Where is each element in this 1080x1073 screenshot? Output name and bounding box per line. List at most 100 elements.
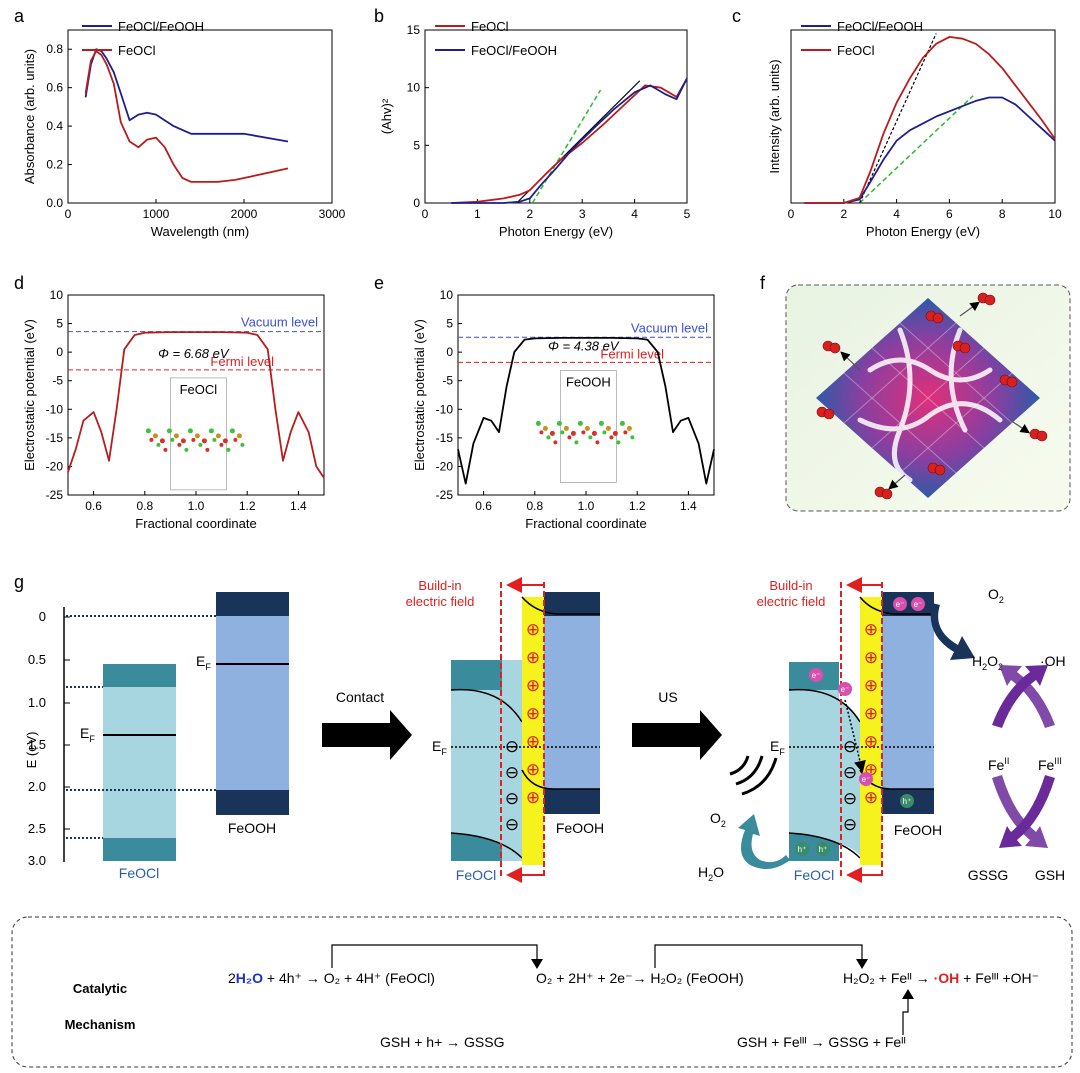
svg-text:h⁺: h⁺ — [819, 845, 828, 854]
y-tick-label: -20 — [436, 459, 454, 473]
y-tick-label: 0.0 — [46, 196, 63, 210]
atom — [630, 435, 635, 440]
atom — [577, 420, 583, 426]
us-arrow — [632, 710, 722, 760]
svg-text:⊖: ⊖ — [505, 737, 519, 756]
svg-text:⊖: ⊖ — [505, 815, 519, 834]
tangent-black — [859, 33, 937, 204]
junction-1: EF Build-in electric field ⊕ ⊕ ⊕ ⊕ ⊕ ⊕ ⊕ ⊖ ⊖… — [406, 577, 604, 883]
series-feocl — [67, 331, 325, 479]
x-tick-label: 1.0 — [188, 499, 205, 513]
contact-arrow — [322, 710, 412, 760]
fe-iii-label: FeIII — [1038, 756, 1062, 773]
svg-text:3.0: 3.0 — [28, 853, 46, 868]
atom — [626, 425, 632, 431]
x-tick-label: 2000 — [231, 207, 258, 221]
x-tick-label: 3000 — [319, 207, 346, 221]
y-axis-label: (Ahv)² — [379, 98, 394, 134]
g-axis-label: E (eV) — [24, 732, 39, 769]
y-tick-label: 0.8 — [46, 42, 63, 56]
series-feooh — [457, 336, 715, 485]
equation-2: O₂ + 2H⁺ + 2e⁻→ H₂O₂ (FeOOH) — [536, 970, 744, 986]
x-tick-label: 1.0 — [578, 499, 595, 513]
panel-letter-b: b — [374, 6, 384, 26]
o2-molecules — [816, 292, 1048, 500]
structure-label: FeOCl — [180, 382, 218, 397]
y-axis-label: Intensity (arb. units) — [767, 59, 782, 173]
chart-e: 0.6 0.8 1.0 1.2 1.4 10 5 0 -5 -10 -15 -20 -25 Fractio… — [412, 288, 715, 531]
y-tick-label: 0.2 — [46, 158, 63, 172]
atom — [219, 442, 224, 447]
svg-text:0: 0 — [39, 609, 46, 624]
x-tick-label: 6 — [946, 207, 953, 221]
x-axis-label: Wavelength (nm) — [151, 224, 250, 239]
chart-b: 0 1 2 3 4 5 0 5 10 15 Photon Energy (eV) (Ahv)² FeOC… — [379, 19, 691, 239]
feooh-vb — [216, 790, 289, 815]
svg-text:e⁻: e⁻ — [914, 600, 923, 609]
y-tick-label: 0 — [413, 196, 420, 210]
atom — [563, 425, 569, 431]
contact-label: Contact — [336, 689, 384, 705]
g-axis-ticks: 0 0.5 1.0 1.5 2.0 2.5 3.0 — [28, 609, 46, 868]
atom — [236, 433, 242, 439]
atom — [215, 433, 221, 439]
x-tick-label: 0 — [422, 207, 429, 221]
feocl-label: FeOCl — [119, 865, 159, 881]
svg-text:⊕: ⊕ — [864, 788, 878, 807]
atom — [581, 430, 586, 435]
link-arrow-3 — [902, 998, 909, 1035]
x-tick-label: 0.6 — [85, 499, 102, 513]
y-tick-label: -10 — [46, 402, 64, 416]
panel-letter-d: d — [14, 273, 24, 293]
junction-2: EF Build-in electric field ⊕⊕ ⊕⊕ ⊕⊕ ⊕ ⊖⊖… — [757, 577, 942, 883]
atom — [535, 420, 541, 426]
series-feocl-feooh — [804, 96, 1056, 204]
atom — [191, 437, 196, 442]
link-arrow-2 — [654, 944, 863, 968]
atom — [170, 437, 175, 442]
x-axis-label: Fractional coordinate — [135, 516, 256, 531]
svg-text:⊕: ⊕ — [526, 732, 540, 751]
y-tick-label: 10 — [50, 288, 64, 302]
atom — [567, 435, 572, 440]
mechanism-title-1: Catalytic — [73, 981, 127, 996]
atom — [591, 430, 597, 436]
us-label: US — [658, 689, 677, 705]
y-tick-label: 10 — [440, 288, 454, 302]
x-tick-label: 2 — [840, 207, 847, 221]
atom — [208, 428, 214, 434]
y-axis-label: Electrostatic potential (eV) — [412, 319, 427, 471]
svg-text:⊕: ⊕ — [526, 760, 540, 779]
series-feocl-feooh — [451, 77, 688, 204]
series-feocl — [84, 50, 289, 183]
fermi-level-label: Fermi level — [600, 346, 664, 361]
x-tick-label: 1.2 — [239, 499, 256, 513]
atom — [222, 438, 228, 444]
svg-text:e⁻: e⁻ — [812, 671, 821, 680]
feocl-cb — [103, 664, 176, 687]
atom — [173, 433, 179, 439]
svg-text:1.0: 1.0 — [28, 695, 46, 710]
y-tick-label: 0.4 — [46, 119, 63, 133]
atom — [584, 425, 590, 431]
svg-text:FeOOH: FeOOH — [556, 820, 604, 836]
svg-text:⊖: ⊖ — [843, 815, 857, 834]
atom — [159, 438, 165, 444]
y-tick-label: -20 — [46, 459, 64, 473]
structure-cell — [169, 377, 227, 491]
svg-text:⊕: ⊕ — [526, 704, 540, 723]
atom — [205, 447, 210, 452]
structure-cell — [560, 370, 617, 483]
atom — [574, 440, 579, 445]
series-feocl — [804, 36, 1056, 204]
atom — [546, 435, 551, 440]
svg-text:h⁺: h⁺ — [903, 797, 912, 806]
feooh-gap — [216, 616, 289, 790]
o2-bottom: O2 — [710, 810, 726, 829]
y-tick-label: 5 — [446, 317, 453, 331]
y-tick-label: 0.6 — [46, 81, 63, 95]
panel-letter-f: f — [760, 273, 766, 293]
atom — [201, 438, 207, 444]
atom — [612, 430, 618, 436]
svg-text:2.0: 2.0 — [28, 779, 46, 794]
